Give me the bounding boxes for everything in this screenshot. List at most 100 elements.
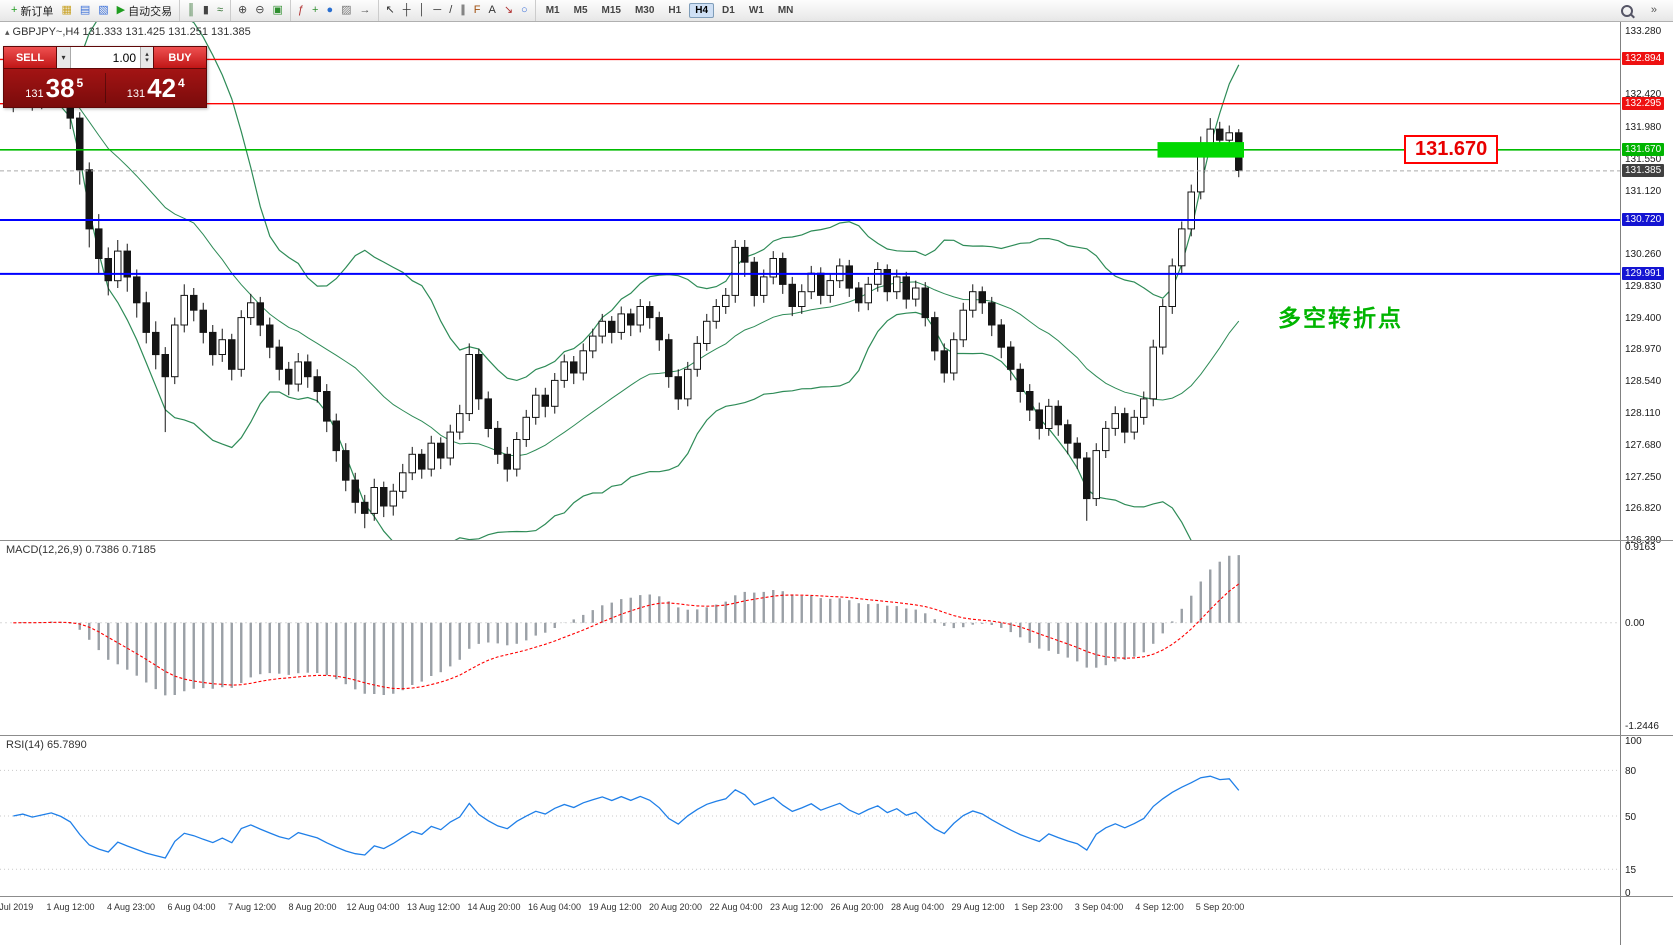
candle-body [579,350,587,374]
macd-panel[interactable] [0,541,1620,734]
volume-stepper[interactable]: ▴ ▾ [140,47,153,68]
candle-body [1149,346,1157,400]
price-tick: 132.420 [1625,89,1662,101]
vertical-line-button[interactable]: │ [416,2,429,20]
text-button[interactable]: A [485,2,498,20]
turning-point-note[interactable]: 多空转折点 [1278,305,1403,331]
price-tick: 127.250 [1625,471,1662,483]
bar-chart-button[interactable]: ║ [184,2,198,20]
resistance-2-price-label: 132.295 [1622,96,1665,110]
candle-body [674,376,682,400]
candle-body [114,250,122,282]
zoom-in-button[interactable]: ⊕ [235,2,250,20]
timeframe-m30[interactable]: M30 [634,5,655,16]
price-callout[interactable]: 131.670 [1404,135,1499,164]
crosshair-button[interactable]: ┼ [400,2,414,20]
candle-body [161,354,169,378]
candlestick-chart-button[interactable]: ▮ [200,2,212,20]
toolbar-overflow-button[interactable]: » [1648,2,1660,20]
candle-body [760,276,768,296]
main-chart[interactable] [0,22,1620,540]
trendline-button[interactable]: / [446,2,455,20]
candle-body [845,265,853,289]
candle-body [142,302,150,333]
volume-input[interactable]: 1.00 [71,47,140,68]
cursor-button[interactable]: ↖ [383,2,398,20]
resistance-1-price-label: 132.894 [1622,52,1665,66]
candle-body [1092,450,1100,500]
sell-button[interactable]: SELL [4,47,57,68]
fibonacci-icon: F [473,4,481,16]
toolbar-group: ⊕ ⊖ ▣ [230,0,290,21]
candle-body [1225,132,1233,141]
highlight-zone[interactable] [1157,142,1245,158]
line-chart-icon: ≈ [216,4,224,16]
search-icon [1620,4,1633,17]
buy-price-prefix: 131 [126,88,146,100]
auto-trading-button[interactable]: ▶ 自动交易 [114,2,175,20]
date-label: 3 Sep 04:00 [1074,902,1124,912]
buy-price[interactable]: 131 42 4 [106,73,207,103]
candle-body [418,453,426,470]
date-label: 22 Aug 04:00 [709,902,763,912]
timeframe-w1[interactable]: W1 [748,5,764,16]
toolbar-group: ║ ▮ ≈ [179,0,230,21]
panel-separator[interactable] [0,540,1673,541]
timeframe-d1[interactable]: D1 [722,5,735,16]
navigator-button[interactable]: ▧ [95,2,111,20]
sell-price[interactable]: 131 38 5 [4,73,105,103]
candle-body [85,169,93,230]
candle-body [446,431,454,459]
horizontal-line-button[interactable]: ─ [430,2,444,20]
timeframe-h4[interactable]: H4 [689,3,715,18]
rsi-panel[interactable] [0,736,1620,896]
candle-body [1216,128,1224,141]
price-tick: 126.820 [1625,503,1662,515]
candle-body [570,361,578,374]
arrows-button[interactable]: ↘ [501,2,516,20]
candle-body [95,228,103,259]
tile-windows-button[interactable]: ▣ [269,2,285,20]
candle-body [636,306,644,326]
timeframe-mn[interactable]: MN [777,5,794,16]
new-order-button[interactable]: + 新订单 [8,2,56,20]
candle-body [1140,398,1148,418]
templates-button[interactable]: ▨ [338,2,354,20]
panel-separator[interactable] [0,735,1673,736]
macd-axis-label: -1.2446 [1625,720,1659,732]
price-tick: 131.550 [1625,153,1662,165]
add-indicator-button[interactable]: + [309,2,321,20]
indicators-button[interactable]: ƒ [295,2,307,20]
zoom-in-icon: ⊕ [238,4,248,16]
candle-body [1206,128,1214,145]
candle-body [294,361,302,385]
cursor-icon: ↖ [385,4,395,16]
channel-button[interactable]: ∥ [457,2,469,20]
shapes-button[interactable]: ○ [518,2,531,20]
timeframe-m1[interactable]: M1 [545,5,560,16]
period-button[interactable]: ● [323,2,336,20]
price-tick: 127.680 [1625,439,1662,451]
candle-body [1045,405,1053,429]
search-button[interactable] [1618,2,1636,20]
panel-separator[interactable] [0,896,1673,897]
market-watch-button[interactable]: ▤ [77,2,93,20]
candle-body [323,391,331,422]
timeframe-m15[interactable]: M15 [601,5,621,16]
date-label: 13 Aug 12:00 [406,902,461,912]
timeframe-h1[interactable]: H1 [668,5,682,16]
line-chart-button[interactable]: ≈ [214,2,226,20]
fibonacci-button[interactable]: F [471,2,484,20]
chart-shift-button[interactable]: → [357,2,374,20]
bollinger-middle-band [51,95,1240,457]
zoom-out-button[interactable]: ⊖ [252,2,267,20]
candle-body [256,302,264,326]
candle-body [864,283,872,304]
market-watch-icon: ▤ [79,4,91,16]
candle-body [351,479,359,503]
buy-button[interactable]: BUY [153,47,206,68]
chart-profiles-button[interactable]: ▦ [58,2,74,20]
timeframe-m5[interactable]: M5 [573,5,588,16]
volume-dropdown[interactable]: ▾ [57,47,71,68]
candle-body [437,442,445,459]
